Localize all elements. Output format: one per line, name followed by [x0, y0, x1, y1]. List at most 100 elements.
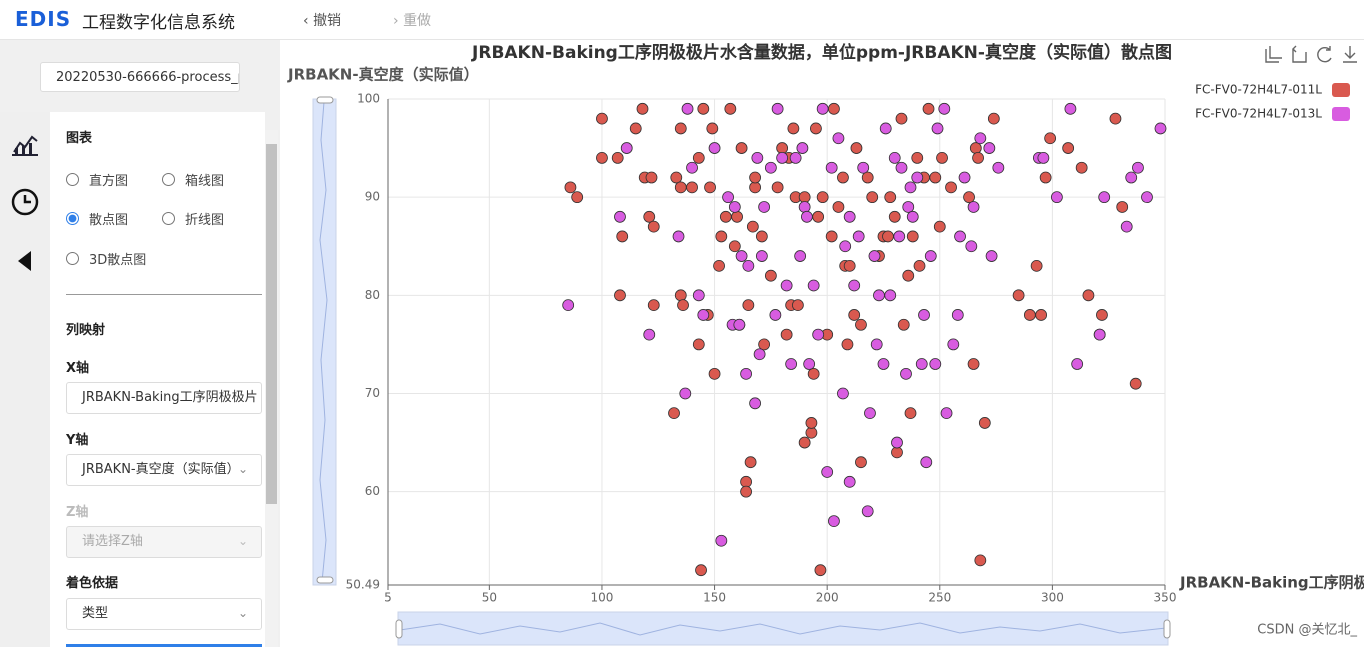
restore-tool[interactable]: [1317, 46, 1332, 63]
option-label: 箱线图: [185, 174, 225, 189]
point: [972, 151, 984, 164]
point: [861, 505, 874, 518]
point: [645, 171, 658, 184]
history-icon[interactable]: [10, 187, 40, 217]
zoom-reset-tool[interactable]: [1292, 45, 1307, 63]
point: [614, 210, 626, 223]
section-label: 图表: [66, 131, 93, 146]
point: [877, 358, 890, 370]
point: [1062, 142, 1075, 154]
point: [904, 181, 917, 194]
chart-type-option[interactable]: 3D散点图: [66, 249, 146, 268]
point: [692, 151, 705, 164]
chart-icon[interactable]: [10, 128, 40, 158]
point: [1030, 259, 1043, 272]
point: [670, 171, 683, 184]
point: [643, 210, 656, 223]
point: [1132, 161, 1144, 174]
collapse-icon[interactable]: [15, 249, 35, 273]
point: [839, 240, 852, 253]
field-label: X轴: [66, 361, 90, 376]
undo-button[interactable]: ‹ 撤销: [303, 13, 342, 29]
point: [1116, 201, 1129, 213]
point: [769, 309, 782, 321]
point: [798, 201, 811, 213]
point: [814, 564, 827, 577]
point: [789, 151, 802, 164]
point: [884, 191, 897, 204]
point: [681, 102, 694, 115]
point: [861, 171, 874, 184]
point: [848, 309, 861, 321]
scroll-thumb[interactable]: [266, 144, 277, 504]
x-tick-label: 100: [591, 591, 614, 605]
app-title: 工程数字化信息系统: [82, 13, 235, 33]
point: [708, 142, 721, 154]
point: [596, 151, 608, 164]
x-tick-label: 350: [1154, 591, 1177, 605]
point: [951, 309, 964, 321]
chart-type-option[interactable]: 散点图: [66, 209, 128, 228]
point: [902, 269, 915, 282]
scrollbar[interactable]: [265, 130, 278, 647]
field-label: Y轴: [66, 433, 89, 448]
chevron: ⌄: [238, 534, 249, 548]
chart-type-option[interactable]: 箱线图: [162, 170, 224, 189]
radio[interactable]: [66, 252, 79, 265]
point: [906, 230, 919, 243]
color-by-select[interactable]: 类型: [66, 598, 262, 630]
save-tool[interactable]: [1343, 46, 1357, 63]
config-panel: 图表 直方图 箱线图 散点图 折线图 3D散点图 列映射 X轴 JRBAKN-Bakin…: [50, 112, 265, 647]
zoom-tool[interactable]: [1265, 46, 1282, 63]
point: [1154, 122, 1167, 135]
point: [922, 102, 935, 115]
x-tick-label: 150: [703, 591, 726, 605]
point: [837, 387, 849, 400]
point: [805, 417, 818, 429]
radio[interactable]: [66, 212, 79, 225]
point: [798, 436, 811, 449]
chart-type-option[interactable]: 直方图: [66, 170, 128, 189]
point: [758, 338, 771, 351]
point: [1093, 328, 1106, 341]
redo-button[interactable]: › 重做: [393, 13, 432, 29]
point: [780, 328, 793, 341]
point: [744, 456, 757, 469]
point: [945, 181, 957, 194]
point: [816, 191, 829, 204]
point: [798, 191, 811, 204]
x-axis-select[interactable]: JRBAKN-Baking工序阴极极片: [66, 382, 262, 414]
point: [1098, 191, 1111, 204]
point: [674, 122, 687, 135]
point: [868, 250, 881, 262]
point: [704, 181, 716, 194]
point: [837, 171, 849, 184]
radio[interactable]: [162, 173, 175, 186]
point: [895, 112, 908, 125]
point: [771, 181, 784, 194]
radio[interactable]: [162, 212, 175, 225]
header: EDIS 工程数字化信息系统 ‹ 撤销 › 重做: [0, 0, 1364, 40]
legend-label: FC-FV0-72H4L7-013L: [1195, 107, 1322, 121]
chart-type-option[interactable]: 折线图: [162, 209, 224, 228]
y-axis-select[interactable]: JRBAKN-真空度（实际值）: [66, 454, 262, 486]
point: [643, 328, 656, 341]
point: [965, 240, 978, 253]
x-zoom-slider[interactable]: [395, 611, 1171, 646]
point: [947, 338, 960, 351]
chevron: ⌄: [238, 462, 249, 476]
point: [843, 259, 856, 272]
file-input[interactable]: 20220530-666666-process_p: [40, 62, 240, 92]
point: [828, 102, 840, 115]
point: [715, 534, 728, 547]
point: [780, 279, 793, 292]
point: [1037, 151, 1050, 164]
point: [636, 102, 649, 115]
y-zoom-slider[interactable]: [312, 96, 337, 586]
point: [742, 259, 755, 272]
divider: [66, 294, 262, 295]
point: [805, 426, 818, 439]
radio[interactable]: [66, 173, 79, 186]
point: [596, 112, 608, 125]
point: [629, 122, 642, 135]
